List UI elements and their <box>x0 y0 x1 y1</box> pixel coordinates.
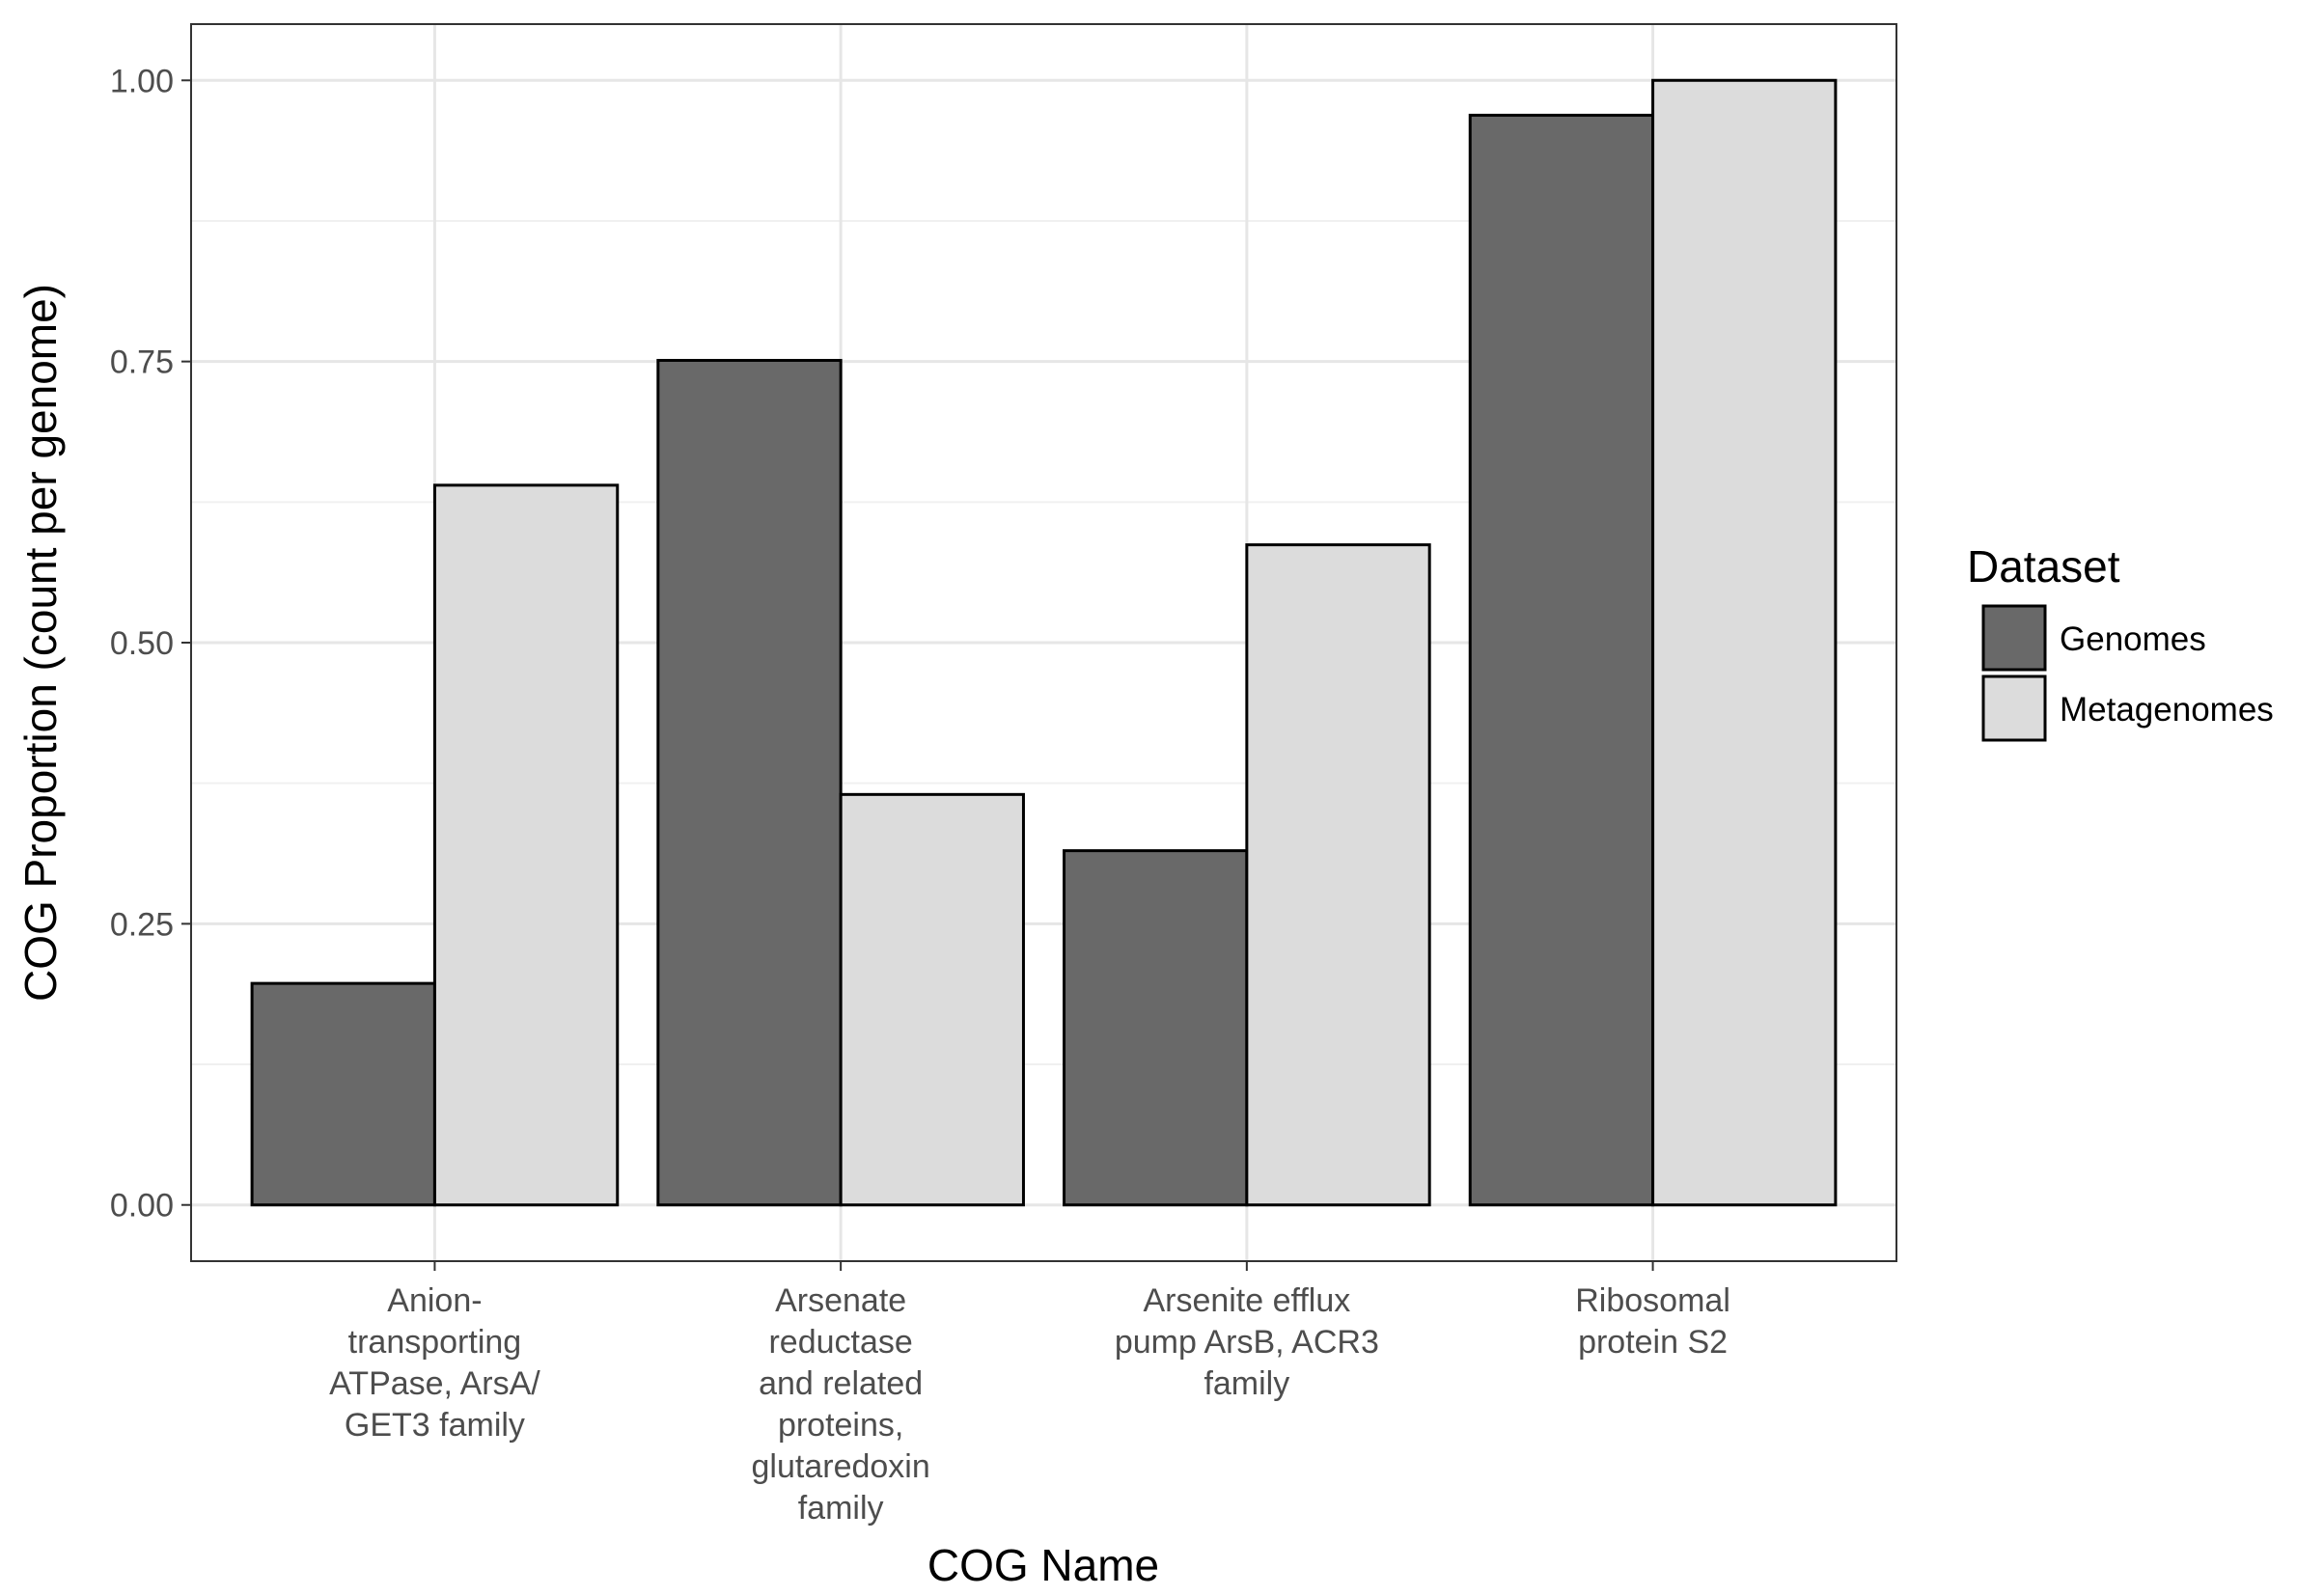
bar-genomes <box>1063 849 1249 1207</box>
legend-key-metagenomes <box>1981 674 2047 742</box>
bar-metagenomes <box>839 792 1025 1207</box>
y-axis: 0.00 0.25 0.50 0.75 1.00 <box>110 63 191 1225</box>
x-tick-label: Arsenate reductase and related proteins, glu… <box>752 1282 930 1527</box>
x-tick-label: Arsenite efflux pump ArsB, ACR3 family <box>1115 1282 1379 1402</box>
bar-metagenomes <box>1651 78 1838 1207</box>
bar-genomes <box>1468 113 1655 1207</box>
legend: Dataset Genomes Metagenomes <box>1967 541 2274 742</box>
legend-label: Genomes <box>2060 620 2206 658</box>
legend-key-genomes <box>1981 604 2047 672</box>
x-tick-label: Anion-transporting ATPase, ArsA/GET3 fami… <box>329 1282 540 1444</box>
bars <box>250 78 1838 1207</box>
legend-label: Metagenomes <box>2060 691 2274 729</box>
bar-metagenomes <box>432 483 620 1207</box>
y-tick-label: 0.25 <box>110 906 174 943</box>
y-tick-label: 0.75 <box>110 344 174 381</box>
y-tick-label: 0.50 <box>110 625 174 662</box>
y-axis-title: COG Proportion (count per genome) <box>15 284 66 1002</box>
x-axis: Anion-transporting ATPase, ArsA/GET3 fami… <box>329 1261 1730 1527</box>
bar-genomes <box>656 358 843 1207</box>
y-tick-label: 0.00 <box>110 1188 174 1225</box>
x-tick-label: Ribosomal protein S2 <box>1575 1282 1730 1361</box>
bar-genomes <box>250 981 436 1207</box>
x-axis-title: COG Name <box>927 1540 1159 1590</box>
y-tick-label: 1.00 <box>110 63 174 99</box>
legend-title: Dataset <box>1967 541 2120 592</box>
bar-metagenomes <box>1245 543 1431 1207</box>
